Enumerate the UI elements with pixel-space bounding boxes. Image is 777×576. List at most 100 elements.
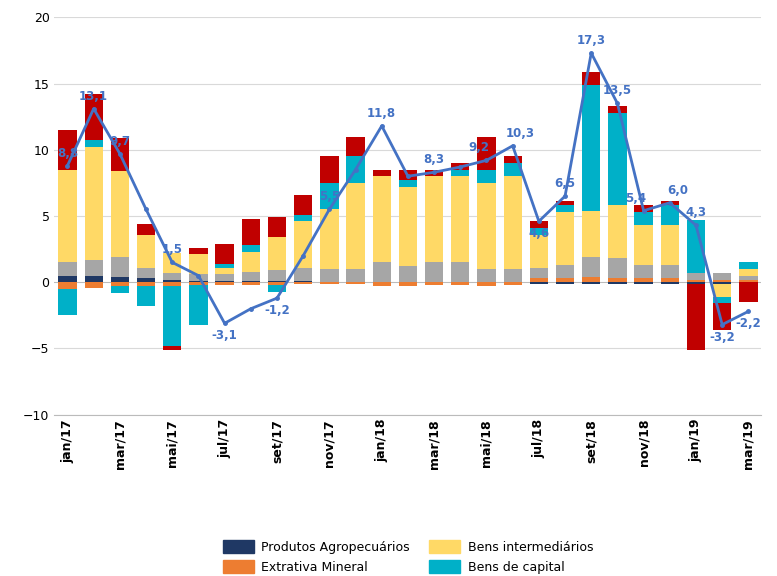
Text: 4,3: 4,3 (685, 206, 706, 219)
Bar (556, 282, 574, 283)
Bar (503, 176, 522, 269)
Bar (687, 282, 706, 283)
Text: 13,1: 13,1 (79, 90, 108, 103)
Bar (163, 346, 181, 350)
Bar (137, 278, 155, 282)
Bar (137, 286, 155, 306)
Bar (582, 257, 601, 277)
Bar (58, 130, 77, 170)
Text: -2,2: -2,2 (736, 317, 761, 331)
Bar (530, 234, 548, 268)
Bar (477, 137, 496, 170)
Bar (137, 282, 155, 286)
Bar (530, 278, 548, 282)
Bar (713, 282, 731, 283)
Bar (660, 202, 679, 206)
Bar (215, 274, 234, 281)
Bar (556, 206, 574, 212)
Bar (85, 260, 103, 276)
Text: 8,8: 8,8 (57, 147, 78, 160)
Bar (110, 286, 129, 293)
Text: 11,8: 11,8 (368, 107, 396, 120)
Bar (556, 278, 574, 282)
Bar (347, 157, 364, 183)
Bar (347, 269, 364, 282)
Bar (163, 273, 181, 279)
Bar (425, 170, 443, 176)
Text: 10,3: 10,3 (506, 127, 535, 140)
Bar (739, 263, 758, 269)
Text: -3,1: -3,1 (212, 329, 238, 342)
Bar (85, 94, 103, 141)
Bar (608, 106, 626, 113)
Bar (503, 269, 522, 282)
Bar (660, 265, 679, 278)
Bar (373, 170, 391, 176)
Bar (58, 170, 77, 263)
Bar (242, 281, 260, 282)
Bar (163, 279, 181, 282)
Bar (190, 274, 207, 281)
Bar (215, 282, 234, 285)
Bar (58, 276, 77, 282)
Bar (477, 170, 496, 183)
Bar (110, 277, 129, 282)
Bar (58, 289, 77, 316)
Bar (399, 266, 417, 282)
Bar (242, 219, 260, 245)
Text: 9,7: 9,7 (110, 135, 131, 148)
Bar (608, 259, 626, 278)
Bar (268, 217, 286, 237)
Bar (635, 278, 653, 282)
Bar (268, 237, 286, 270)
Bar (320, 183, 339, 210)
Bar (163, 253, 181, 273)
Bar (739, 282, 758, 302)
Bar (85, 141, 103, 147)
Text: 6,5: 6,5 (555, 177, 576, 190)
Bar (294, 281, 312, 282)
Bar (215, 244, 234, 264)
Bar (268, 281, 286, 282)
Bar (477, 282, 496, 286)
Bar (190, 248, 207, 255)
Bar (425, 176, 443, 263)
Bar (85, 282, 103, 287)
Bar (503, 163, 522, 176)
Bar (503, 282, 522, 285)
Bar (739, 279, 758, 282)
Bar (215, 264, 234, 268)
Text: 13,5: 13,5 (603, 85, 632, 97)
Bar (660, 206, 679, 225)
Bar (503, 157, 522, 163)
Bar (320, 157, 339, 183)
Bar (660, 278, 679, 282)
Bar (660, 282, 679, 283)
Text: 4,6: 4,6 (528, 228, 549, 240)
Bar (320, 210, 339, 269)
Bar (687, 220, 706, 273)
Bar (320, 282, 339, 283)
Bar (582, 282, 601, 283)
Bar (713, 297, 731, 304)
Bar (294, 221, 312, 268)
Bar (373, 263, 391, 282)
Text: -3,2: -3,2 (709, 331, 735, 344)
Bar (399, 180, 417, 187)
Bar (242, 272, 260, 281)
Bar (137, 268, 155, 278)
Bar (608, 278, 626, 282)
Bar (451, 176, 469, 263)
Text: 1,5: 1,5 (162, 244, 183, 256)
Bar (268, 282, 286, 285)
Bar (294, 282, 312, 283)
Bar (190, 281, 207, 282)
Bar (347, 183, 364, 269)
Bar (687, 279, 706, 282)
Bar (739, 276, 758, 279)
Bar (582, 71, 601, 85)
Text: 5,5: 5,5 (319, 191, 340, 203)
Bar (425, 263, 443, 282)
Bar (713, 273, 731, 279)
Bar (530, 282, 548, 283)
